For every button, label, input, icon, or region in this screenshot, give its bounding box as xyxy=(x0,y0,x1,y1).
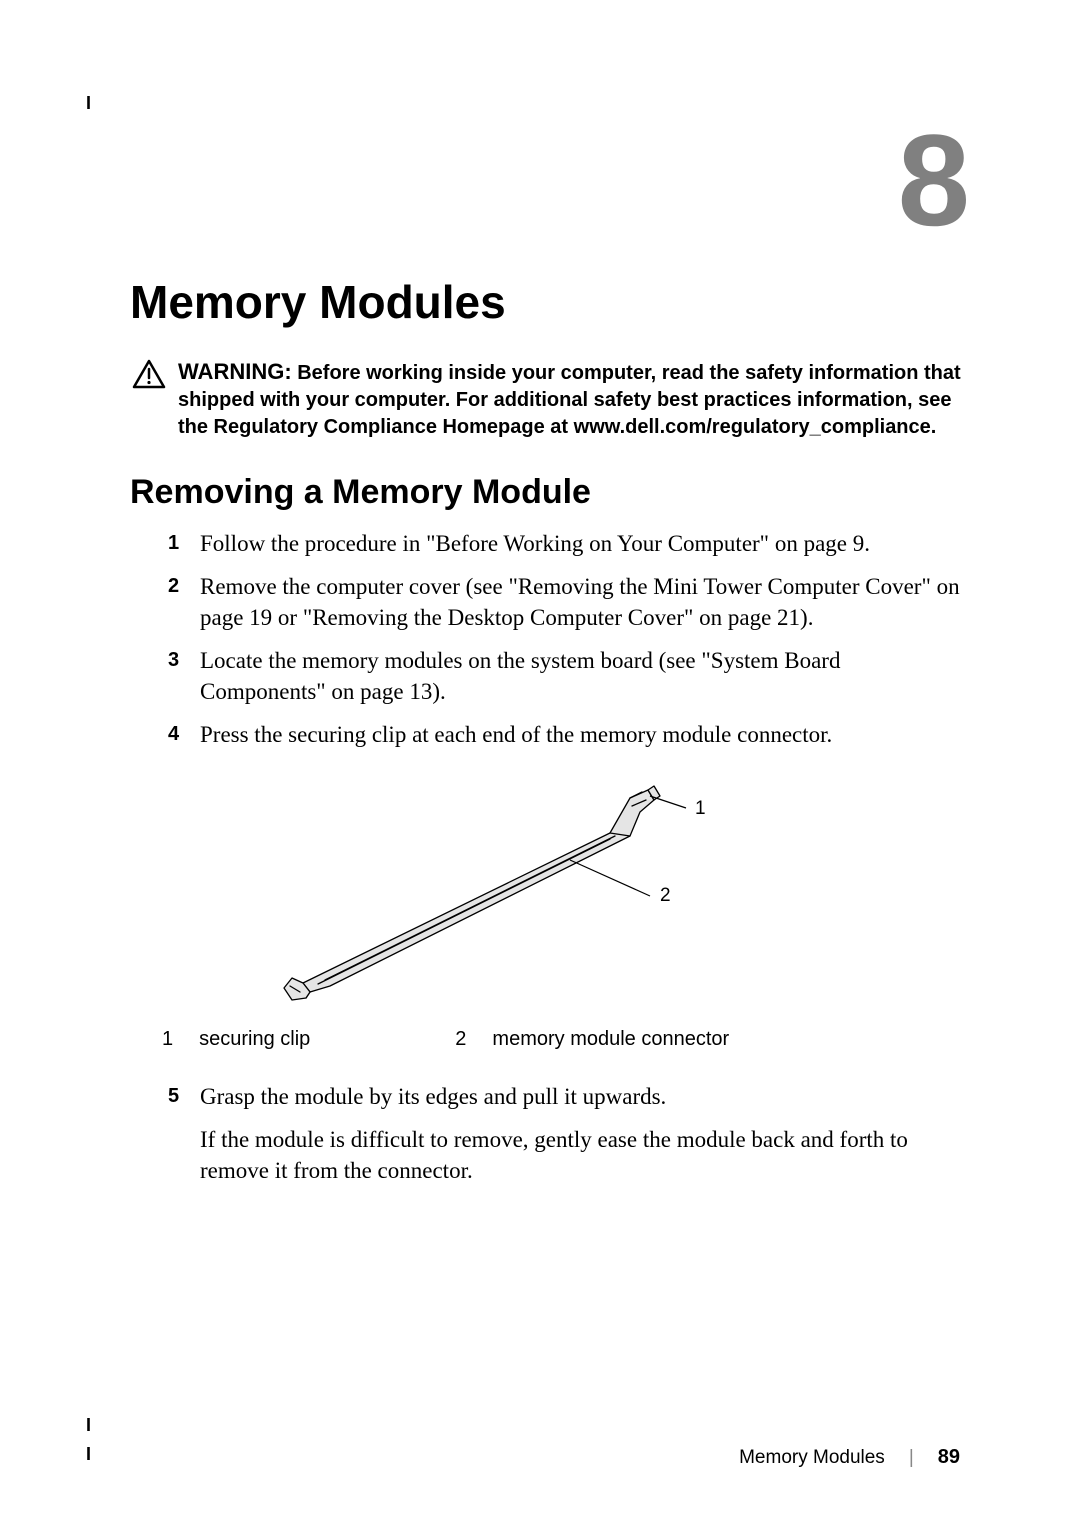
step-1: 1 Follow the procedure in "Before Workin… xyxy=(168,528,970,559)
legend-item-1: 1 securing clip xyxy=(162,1028,455,1051)
step-text: Remove the computer cover (see "Removing… xyxy=(200,571,970,633)
legend-text: securing clip xyxy=(199,1028,310,1051)
step-num: 3 xyxy=(168,647,200,707)
step-num: 4 xyxy=(168,721,200,750)
chapter-number: 8 xyxy=(130,115,970,245)
warning-text: WARNING: Before working inside your comp… xyxy=(178,357,970,441)
warning-body: Before working inside your computer, rea… xyxy=(178,362,961,438)
revision-mark-bottom-1: I xyxy=(86,1415,91,1436)
legend-num: 2 xyxy=(455,1028,466,1051)
legend-num: 1 xyxy=(162,1028,173,1051)
step-3: 3 Locate the memory modules on the syste… xyxy=(168,645,970,707)
step-5-continuation: If the module is difficult to remove, ge… xyxy=(200,1124,970,1186)
diagram-callout-2: 2 xyxy=(660,885,671,906)
chapter-title: Memory Modules xyxy=(130,275,970,329)
step-4: 4 Press the securing clip at each end of… xyxy=(168,719,970,750)
step-list: 1 Follow the procedure in "Before Workin… xyxy=(130,528,970,750)
step-num: 5 xyxy=(168,1083,200,1112)
step-5: 5 Grasp the module by its edges and pull… xyxy=(168,1081,970,1112)
step-text: Press the securing clip at each end of t… xyxy=(200,719,832,750)
step-num: 1 xyxy=(168,530,200,559)
step-text: Grasp the module by its edges and pull i… xyxy=(200,1081,666,1112)
footer-title: Memory Modules xyxy=(739,1447,885,1469)
step-2: 2 Remove the computer cover (see "Removi… xyxy=(168,571,970,633)
diagram-legend: 1 securing clip 2 memory module connecto… xyxy=(162,1028,970,1051)
warning-label: WARNING: xyxy=(178,359,292,384)
footer-divider: | xyxy=(909,1447,914,1469)
step-num: 2 xyxy=(168,573,200,633)
memory-module-diagram: 1 2 xyxy=(270,778,750,1008)
diagram-callout-1: 1 xyxy=(695,798,706,819)
legend-text: memory module connector xyxy=(492,1028,729,1051)
warning-block: WARNING: Before working inside your comp… xyxy=(130,357,970,441)
warning-icon xyxy=(132,359,166,394)
step-list-2: 5 Grasp the module by its edges and pull… xyxy=(130,1081,970,1112)
revision-mark-top: I xyxy=(86,93,91,114)
section-title: Removing a Memory Module xyxy=(130,473,970,512)
step-text: Locate the memory modules on the system … xyxy=(200,645,970,707)
footer-page-number: 89 xyxy=(938,1446,960,1469)
legend-item-2: 2 memory module connector xyxy=(455,1028,874,1051)
page-footer: Memory Modules | 89 xyxy=(739,1446,960,1469)
step-text: Follow the procedure in "Before Working … xyxy=(200,528,870,559)
revision-mark-bottom-2: I xyxy=(86,1444,91,1465)
